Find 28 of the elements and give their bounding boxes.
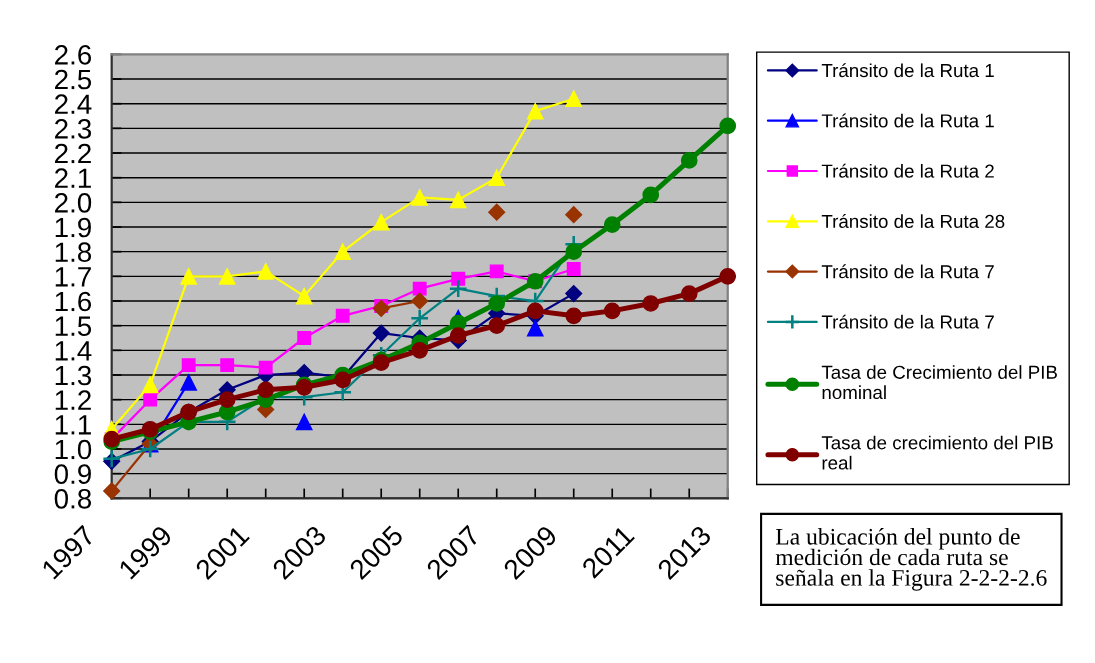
y-tick-label: 1.4 bbox=[55, 341, 92, 361]
y-tick-label: 1.2 bbox=[55, 390, 91, 410]
legend-label: Tránsito de la Ruta 2 bbox=[821, 163, 994, 178]
legend-label: Tasa de crecimiento del PIB real bbox=[821, 435, 1053, 470]
y-tick-label: 2.2 bbox=[55, 143, 91, 164]
y-tick-label: 1.9 bbox=[55, 217, 91, 238]
y-tick-label: 0.8 bbox=[54, 488, 92, 509]
legend-label: Tasa de Crecimiento del PIB nominal bbox=[821, 365, 1057, 400]
legend-label: Tránsito de la Ruta 28 bbox=[821, 214, 1005, 229]
legend-label: Tránsito de la Ruta 7 bbox=[821, 314, 994, 329]
y-tick-label: 2.0 bbox=[55, 193, 92, 213]
legend-label: Tránsito de la Ruta 1 bbox=[821, 113, 994, 128]
y-tick-label: 1.5 bbox=[55, 316, 92, 336]
y-tick-label: 2.6 bbox=[55, 45, 92, 65]
y-tick-label: 1.8 bbox=[55, 242, 92, 263]
y-tick-label: 0.9 bbox=[54, 464, 91, 484]
text: La ubicación del punto de medición de cada ruta se señala en la Figura 2-2-2-2.6 bbox=[775, 528, 1047, 591]
legend-label: Tránsito de la Ruta 1 bbox=[821, 63, 994, 78]
y-tick-label: 1.0 bbox=[55, 439, 92, 460]
y-tick-label: 1.7 bbox=[55, 267, 91, 287]
y-tick-label: 1.1 bbox=[55, 415, 91, 435]
y-tick-label: 1.6 bbox=[55, 291, 92, 312]
y-tick-label: 2.5 bbox=[55, 69, 92, 90]
y-tick-label: 2.4 bbox=[55, 94, 92, 114]
legend-label: Tránsito de la Ruta 7 bbox=[821, 264, 994, 279]
y-tick-label: 2.1 bbox=[55, 168, 91, 188]
y-tick-label: 2.3 bbox=[55, 119, 92, 139]
y-tick-label: 1.3 bbox=[55, 365, 92, 386]
